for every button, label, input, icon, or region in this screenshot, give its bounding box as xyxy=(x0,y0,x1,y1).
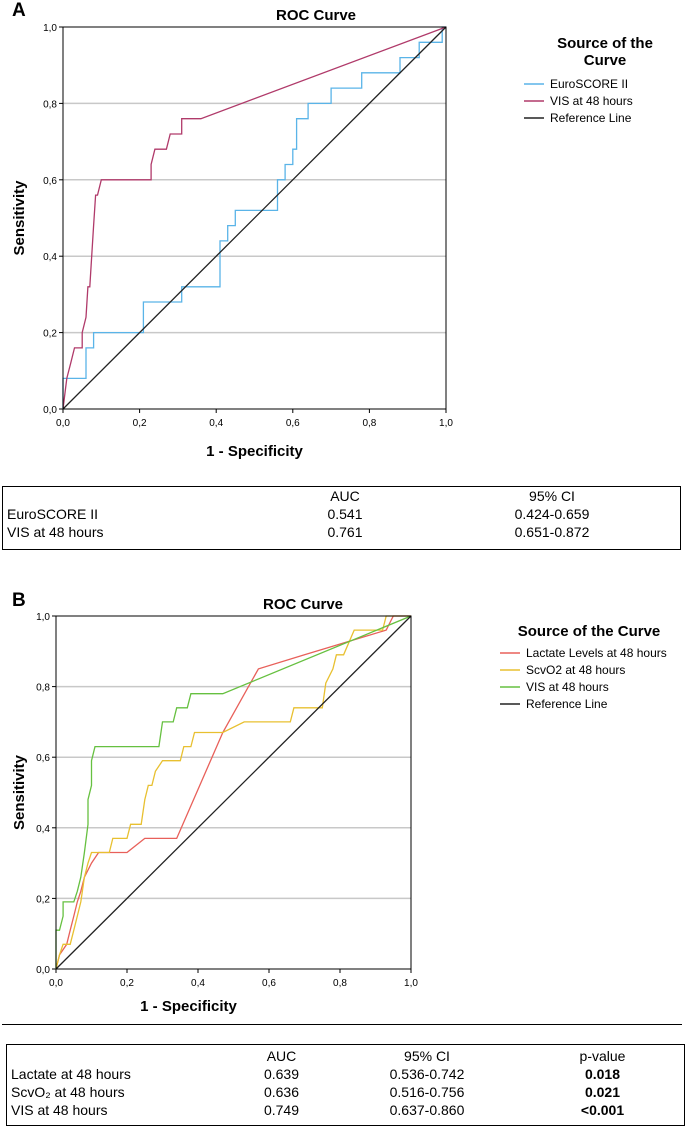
legend-title: Source of the Curve xyxy=(518,623,661,640)
y-tick-label: 0,8 xyxy=(36,683,50,694)
table-a-row-auc: 0.541 xyxy=(327,506,363,522)
plot-frame xyxy=(55,615,412,970)
table-b-row-label: VIS at 48 hours xyxy=(11,1102,108,1118)
table-b-row-auc: 0.636 xyxy=(263,1084,300,1100)
chart-title: ROC Curve xyxy=(276,7,356,24)
y-tick-label: 0,6 xyxy=(36,753,50,764)
x-tick-label: 0,4 xyxy=(191,978,205,989)
table-a-row-ci: 0.424-0.659 xyxy=(514,506,590,522)
x-axis-label: 1 - Specificity xyxy=(140,998,237,1015)
x-tick-label: 0,8 xyxy=(362,418,376,429)
panel-a-label: A xyxy=(12,0,26,21)
x-tick-label: 0,8 xyxy=(333,978,347,989)
table-b-header-auc: AUC xyxy=(266,1048,297,1064)
x-tick-label: 0,6 xyxy=(262,978,276,989)
y-tick-label: 0,4 xyxy=(36,824,50,835)
chart-title: ROC Curve xyxy=(263,596,343,613)
table-b-row-ci: 0.516-0.756 xyxy=(389,1084,465,1100)
table-b-row-label: Lactate at 48 hours xyxy=(11,1066,131,1082)
table-b-header-pvalue: p-value xyxy=(579,1048,626,1064)
legend-title: Source of the xyxy=(557,35,653,52)
table-a-row-auc: 0.761 xyxy=(327,524,363,540)
auc-table-a: AUC 95% CI EuroSCORE II 0.541 0.424-0.65… xyxy=(2,486,681,550)
table-a-header-row: AUC 95% CI xyxy=(3,487,680,505)
panel-b-label: B xyxy=(12,590,26,611)
legend-label: VIS at 48 hours xyxy=(550,94,633,108)
table-b-row-pvalue: <0.001 xyxy=(580,1102,625,1118)
x-tick-label: 0,2 xyxy=(120,978,134,989)
plot-frame xyxy=(62,26,447,410)
x-axis-label: 1 - Specificity xyxy=(206,443,303,460)
series-line xyxy=(55,615,411,970)
y-tick-label: 0,0 xyxy=(43,405,57,416)
series-line xyxy=(62,26,447,410)
table-a-header-auc: AUC xyxy=(330,488,360,504)
table-row: EuroSCORE II 0.541 0.424-0.659 xyxy=(3,505,680,523)
x-tick-label: 1,0 xyxy=(439,418,453,429)
roc-chart-b: 0,0 0,2 0,4 0,6 0,8 1,0 0,0 0,2 0,4 0,6 0,8 1,0 ROC … xyxy=(11,596,667,1015)
table-row: VIS at 48 hours 0.749 0.637-0.860 <0.001 xyxy=(7,1101,684,1119)
table-b-header-ci: 95% CI xyxy=(404,1048,450,1064)
y-tick-label: 0,2 xyxy=(36,894,50,905)
table-b-header-row: AUC 95% CI p-value xyxy=(7,1047,684,1065)
series-line xyxy=(55,615,412,969)
y-axis-label: Sensitivity xyxy=(11,180,28,256)
legend-label: VIS at 48 hours xyxy=(526,680,609,694)
y-tick-label: 0,0 xyxy=(36,965,50,976)
legend-label: Reference Line xyxy=(550,111,632,125)
legend-label: Reference Line xyxy=(526,697,608,711)
x-tick-label: 1,0 xyxy=(404,978,418,989)
y-axis-label: Sensitivity xyxy=(11,754,28,830)
table-a-row-ci: 0.651-0.872 xyxy=(514,524,590,540)
table-a-header-ci: 95% CI xyxy=(529,488,575,504)
table-a-header-label xyxy=(3,487,266,505)
table-b-row-label: ScvO₂ at 48 hours xyxy=(11,1084,125,1100)
table-b-row-pvalue: 0.018 xyxy=(584,1066,621,1082)
table-b-header-label xyxy=(7,1047,230,1065)
series-line xyxy=(55,615,412,970)
table-row: Lactate at 48 hours 0.639 0.536-0.742 0.… xyxy=(7,1065,684,1083)
legend-label: Lactate Levels at 48 hours xyxy=(526,646,667,660)
roc-chart-a: 0,0 0,2 0,4 0,6 0,8 1,0 0,0 0,2 0,4 0,6 0,8 1,0 ROC … xyxy=(11,7,653,460)
legend-label: ScvO2 at 48 hours xyxy=(526,663,625,677)
auc-table-b: AUC 95% CI p-value Lactate at 48 hours 0… xyxy=(6,1044,685,1126)
y-tick-label: 0,6 xyxy=(43,176,57,187)
x-tick-label: 0,4 xyxy=(209,418,223,429)
table-b-row-pvalue: 0.021 xyxy=(584,1084,621,1100)
x-tick-label: 0,0 xyxy=(49,978,63,989)
table-row: ScvO₂ at 48 hours 0.636 0.516-0.756 0.02… xyxy=(7,1083,684,1101)
legend-label: EuroSCORE II xyxy=(550,77,628,91)
series-line xyxy=(62,26,447,410)
table-a-row-label: VIS at 48 hours xyxy=(7,524,104,540)
y-tick-label: 0,2 xyxy=(43,329,57,340)
table-a-row-label: EuroSCORE II xyxy=(7,506,99,522)
x-tick-label: 0,6 xyxy=(286,418,300,429)
x-tick-label: 0,2 xyxy=(133,418,147,429)
table-b-row-ci: 0.637-0.860 xyxy=(389,1102,465,1118)
x-tick-label: 0,0 xyxy=(56,418,70,429)
table-row: VIS at 48 hours 0.761 0.651-0.872 xyxy=(3,523,680,541)
divider xyxy=(2,1024,682,1025)
table-b-row-auc: 0.749 xyxy=(263,1102,300,1118)
legend-title: Curve xyxy=(584,52,627,69)
y-tick-label: 1,0 xyxy=(36,612,50,623)
table-b-row-auc: 0.639 xyxy=(263,1066,300,1082)
y-tick-label: 0,4 xyxy=(43,252,57,263)
y-tick-label: 1,0 xyxy=(43,23,57,34)
table-b-row-ci: 0.536-0.742 xyxy=(389,1066,465,1082)
y-tick-label: 0,8 xyxy=(43,99,57,110)
